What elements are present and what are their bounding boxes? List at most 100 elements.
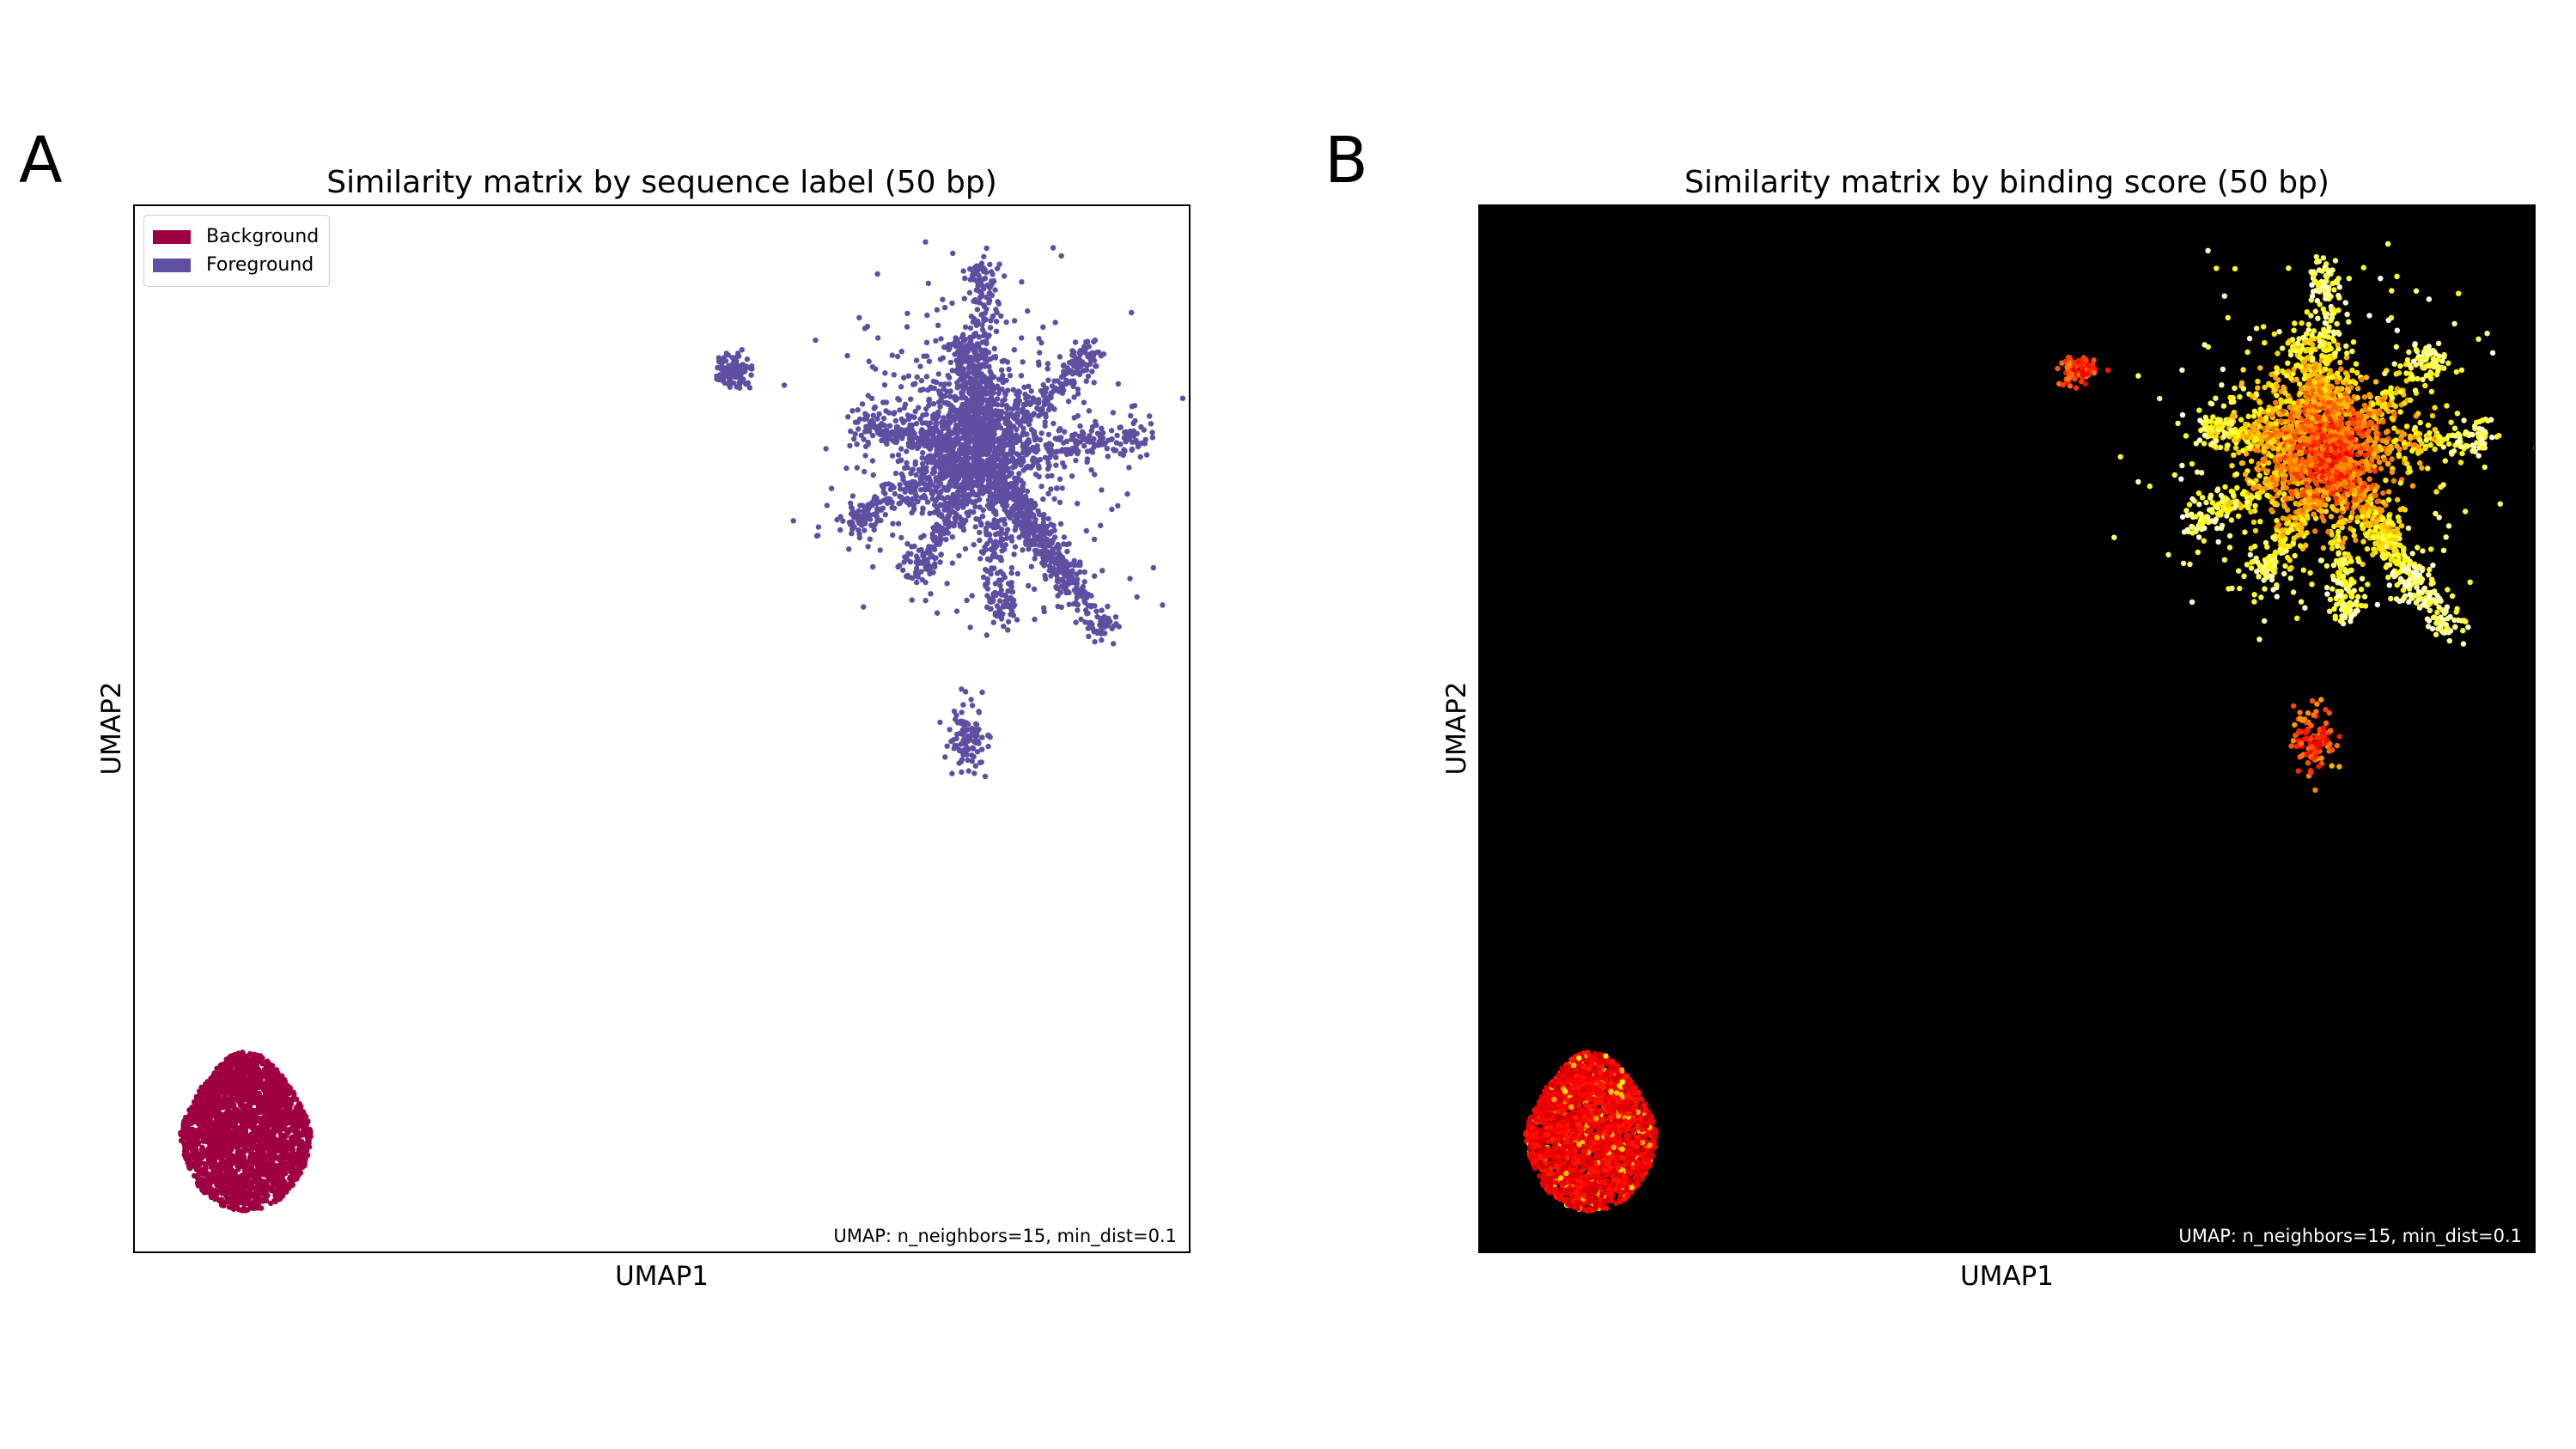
scatter-point-background (308, 1134, 314, 1140)
scatter-point-foreground (890, 532, 896, 539)
scatter-point-background (206, 1096, 212, 1103)
scatter-point-foreground (998, 413, 1004, 420)
scatter-point-foreground (1023, 465, 1029, 471)
scatter-point-background (254, 1179, 260, 1185)
scatter-point-background (224, 1068, 230, 1075)
scatter-point-foreground (928, 591, 934, 597)
scatter-point-background (265, 1135, 271, 1142)
scatter-point-foreground (1128, 429, 1135, 435)
scatter-point-background (256, 1074, 262, 1080)
scatter-point-foreground (931, 502, 938, 508)
scatter-point-foreground (971, 270, 977, 276)
scatter-point-background (195, 1172, 202, 1178)
scatter-point-foreground (923, 405, 929, 412)
scatter-point-foreground (920, 480, 926, 486)
scatter-point-background (274, 1079, 281, 1085)
scatter-point-background (301, 1142, 308, 1148)
scatter-point-foreground (921, 353, 927, 359)
scatter-point-foreground (984, 350, 990, 356)
scatter-point-foreground (867, 512, 873, 518)
scatter-point-foreground (856, 534, 862, 541)
scatter-point-background (276, 1196, 282, 1202)
scatter-point-foreground (1050, 537, 1057, 544)
scatter-point-background (242, 1144, 248, 1150)
scatter-point-foreground (851, 435, 857, 442)
scatter-point-foreground (941, 484, 947, 490)
scatter-point-foreground (1160, 602, 1166, 608)
scatter-point-foreground (914, 374, 920, 381)
scatter-point-background (273, 1067, 280, 1073)
scatter-point-background (250, 1054, 257, 1060)
scatter-point-background (289, 1097, 295, 1103)
scatter-point-background (203, 1185, 209, 1191)
scatter-point-background (295, 1147, 302, 1153)
scatter-point-background (219, 1186, 226, 1193)
scatter-point-foreground (1121, 447, 1127, 453)
panel-a-plot-area: Background Foreground UMAP: n_neighbors=… (133, 204, 1191, 1253)
scatter-point-foreground (920, 450, 926, 456)
scatter-point-foreground (957, 462, 963, 469)
scatter-point-foreground (1099, 487, 1105, 493)
panel-a-scatter (178, 239, 1186, 1214)
scatter-point-foreground (862, 429, 868, 435)
scatter-point-foreground (846, 546, 852, 552)
scatter-point-foreground (933, 497, 939, 504)
scatter-point-foreground (984, 270, 990, 276)
scatter-point-background (241, 1134, 247, 1140)
scatter-point-foreground (967, 277, 973, 283)
scatter-point-foreground (965, 460, 971, 466)
scatter-point-foreground (959, 407, 965, 414)
scatter-point-foreground (862, 468, 868, 475)
scatter-point-background (187, 1108, 194, 1115)
scatter-point-foreground (1097, 434, 1104, 440)
scatter-point-background (235, 1087, 241, 1093)
scatter-point-foreground (991, 374, 997, 381)
scatter-point-foreground (1000, 380, 1006, 386)
scatter-point-foreground (898, 534, 904, 541)
scatter-point-foreground (1096, 349, 1102, 356)
scatter-point-foreground (933, 338, 939, 344)
scatter-point-foreground (1073, 619, 1079, 625)
scatter-point-foreground (984, 245, 990, 252)
scatter-point-foreground (911, 414, 917, 420)
scatter-point-foreground (973, 277, 979, 283)
scatter-point-background (286, 1105, 292, 1111)
scatter-point-background (204, 1082, 210, 1088)
scatter-point-foreground (840, 518, 846, 524)
scatter-point-foreground (1081, 579, 1087, 585)
scatter-point-foreground (870, 563, 876, 570)
scatter-point-foreground (896, 397, 903, 403)
scatter-point-background (216, 1108, 222, 1115)
scatter-point-foreground (1045, 377, 1051, 383)
scatter-point-foreground (1004, 405, 1010, 411)
scatter-point-foreground (937, 459, 944, 465)
scatter-point-foreground (967, 325, 974, 332)
scatter-point-foreground (1052, 560, 1058, 566)
scatter-point-foreground (955, 454, 962, 461)
scatter-point-foreground (1075, 501, 1081, 507)
scatter-point-background (249, 1097, 255, 1104)
scatter-point-background (223, 1056, 229, 1062)
scatter-point-background (226, 1062, 232, 1068)
scatter-point-foreground (1043, 386, 1049, 392)
scatter-point-foreground (854, 441, 860, 447)
scatter-point-foreground (1001, 444, 1007, 450)
scatter-point-foreground (1130, 439, 1136, 445)
scatter-point-foreground (979, 513, 986, 520)
scatter-point-background (261, 1171, 268, 1177)
scatter-point-foreground (1032, 616, 1038, 623)
scatter-point-foreground (1111, 447, 1117, 454)
scatter-point-foreground (996, 376, 1002, 382)
scatter-point-background (251, 1122, 257, 1129)
scatter-point-background (258, 1053, 264, 1059)
scatter-point-foreground (982, 363, 988, 369)
scatter-point-foreground (908, 497, 914, 503)
scatter-point-foreground (963, 435, 969, 441)
scatter-point-foreground (1179, 395, 1186, 401)
scatter-point-background (247, 1075, 253, 1081)
scatter-point-foreground (1021, 384, 1027, 390)
scatter-point-foreground (1014, 405, 1020, 411)
scatter-point-foreground (989, 269, 995, 275)
scatter-point-background (216, 1088, 223, 1094)
scatter-point-foreground (1032, 448, 1038, 454)
